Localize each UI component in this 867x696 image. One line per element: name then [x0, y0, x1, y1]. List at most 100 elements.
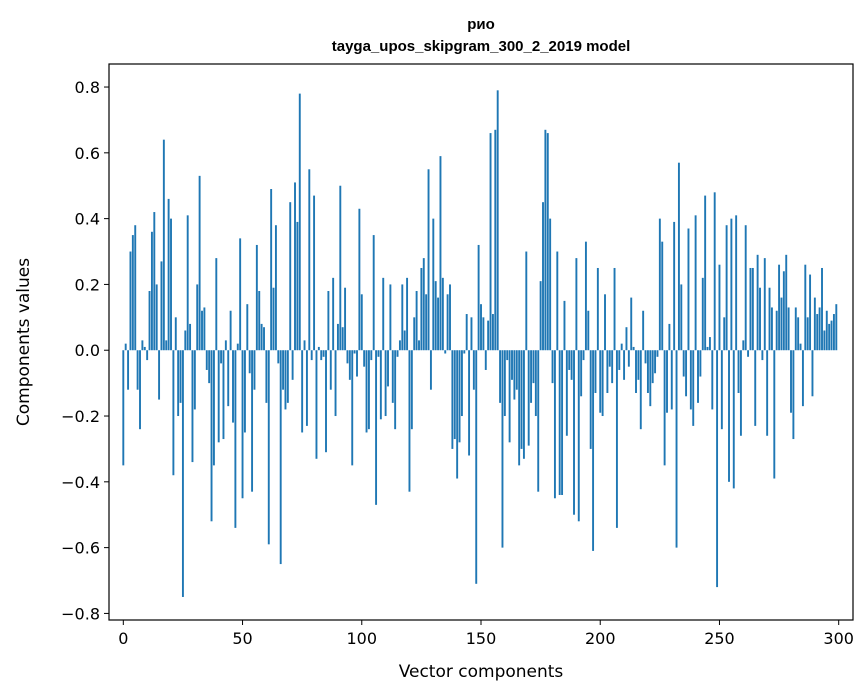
- bar-77: [305, 350, 308, 426]
- bar-120: [408, 350, 411, 492]
- bar-156: [494, 129, 497, 351]
- bar-134: [441, 277, 444, 351]
- bar-296: [828, 323, 831, 351]
- bar-95: [348, 350, 351, 380]
- bar-297: [830, 320, 833, 351]
- x-tick-label: 100: [346, 629, 377, 648]
- bar-64: [274, 225, 277, 351]
- x-tick-label: 200: [585, 629, 616, 648]
- bar-108: [379, 350, 382, 420]
- bar-71: [291, 350, 294, 380]
- bar-299: [835, 304, 838, 351]
- bar-82: [317, 346, 320, 351]
- bar-226: [661, 241, 664, 351]
- bar-229: [668, 323, 671, 351]
- bar-66: [279, 350, 282, 565]
- bar-85: [325, 350, 327, 453]
- chart-title-line2: tayga_upos_skipgram_300_2_2019 model: [332, 38, 631, 55]
- bar-38: [212, 350, 215, 466]
- bar-150: [480, 304, 482, 351]
- bar-255: [730, 218, 733, 351]
- bar-171: [530, 350, 533, 403]
- bar-135: [444, 350, 447, 354]
- bar-173: [534, 350, 537, 417]
- bar-52: [246, 304, 249, 351]
- bar-15: [158, 350, 161, 400]
- bar-180: [551, 350, 554, 384]
- bar-258: [737, 350, 740, 393]
- bar-259: [739, 350, 742, 436]
- bar-21: [172, 350, 175, 476]
- bar-119: [406, 277, 409, 351]
- bar-130: [432, 218, 435, 351]
- bar-256: [732, 350, 735, 489]
- bar-283: [797, 317, 800, 351]
- bar-2: [127, 350, 130, 390]
- bar-142: [460, 350, 463, 417]
- bar-198: [594, 350, 597, 393]
- bar-249: [716, 350, 719, 588]
- bar-178: [546, 133, 549, 351]
- bar-63: [272, 287, 275, 351]
- bar-136: [446, 294, 449, 351]
- bar-224: [656, 350, 659, 357]
- bar-86: [327, 291, 330, 351]
- bar-265: [754, 350, 757, 426]
- bar-139: [453, 350, 456, 440]
- bar-59: [263, 327, 265, 351]
- bar-127: [425, 294, 428, 351]
- bar-131: [434, 281, 437, 351]
- bar-124: [418, 340, 420, 351]
- bar-245: [706, 346, 709, 351]
- bar-168: [522, 350, 525, 459]
- bar-166: [518, 350, 521, 466]
- bar-272: [770, 307, 773, 351]
- bar-83: [320, 350, 323, 361]
- bar-49: [239, 238, 242, 351]
- bar-153: [487, 320, 490, 351]
- bar-40: [217, 350, 220, 443]
- bar-14: [155, 284, 158, 351]
- bar-290: [813, 297, 816, 351]
- bar-125: [420, 267, 423, 351]
- bar-298: [832, 314, 835, 351]
- bar-293: [821, 267, 823, 351]
- bar-133: [439, 156, 442, 351]
- bar-25: [181, 350, 184, 597]
- bar-286: [804, 264, 807, 351]
- bar-43: [224, 340, 227, 351]
- bar-47: [234, 350, 237, 528]
- bar-123: [415, 291, 418, 351]
- x-tick-label: 0: [118, 629, 128, 648]
- bar-157: [496, 90, 499, 351]
- bar-110: [384, 350, 387, 417]
- bar-24: [179, 350, 182, 403]
- bar-217: [639, 350, 642, 430]
- bar-267: [759, 287, 761, 351]
- bar-189: [573, 350, 575, 515]
- bar-282: [794, 307, 797, 351]
- plot-frame: [108, 63, 854, 621]
- bar-244: [704, 195, 707, 351]
- bar-126: [422, 258, 425, 351]
- bar-174: [537, 350, 540, 492]
- bar-271: [768, 287, 771, 351]
- bar-146: [470, 317, 473, 351]
- bar-223: [654, 350, 657, 374]
- bar-0: [122, 350, 125, 466]
- bar-238: [689, 350, 692, 410]
- bar-231: [673, 221, 676, 351]
- bar-206: [613, 267, 616, 351]
- bar-218: [642, 310, 645, 351]
- bar-5: [134, 225, 137, 351]
- bar-196: [589, 350, 592, 449]
- bar-291: [816, 314, 819, 351]
- bar-243: [701, 277, 704, 351]
- bar-172: [532, 350, 535, 384]
- bar-225: [658, 218, 661, 351]
- bar-210: [623, 350, 626, 380]
- bar-73: [296, 221, 299, 351]
- bar-152: [484, 350, 487, 370]
- x-axis-ticks: 0 50 100 150 200 250 300: [118, 620, 854, 648]
- bar-141: [458, 350, 461, 443]
